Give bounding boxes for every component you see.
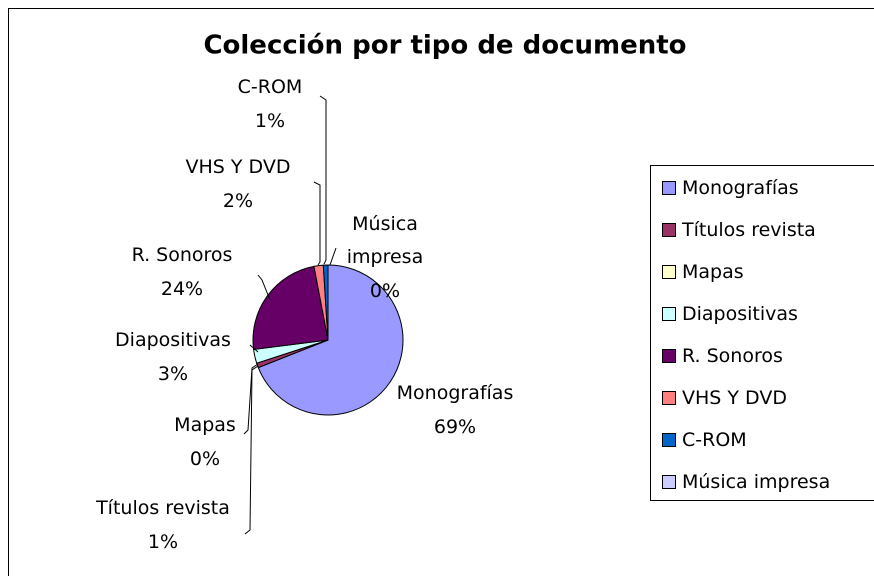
data-label: Títulos revista 1% <box>63 491 263 559</box>
legend-swatch <box>662 433 676 447</box>
leader-line <box>257 274 271 301</box>
data-label: Música impresa 0% <box>335 208 435 308</box>
legend-box <box>650 165 874 501</box>
data-label: VHS Y DVD 2% <box>163 150 313 218</box>
data-label-name: Monografías <box>396 382 514 404</box>
data-label: R. Sonoros 24% <box>107 238 257 306</box>
legend-label: C-ROM <box>682 429 747 451</box>
legend-label: Títulos revista <box>682 219 816 241</box>
data-label-value: 1% <box>254 110 286 132</box>
data-label-value: 3% <box>157 363 189 385</box>
legend-label: VHS Y DVD <box>682 387 787 409</box>
chart-title: Colección por tipo de documento <box>203 31 686 61</box>
legend-label: Monografías <box>682 177 799 199</box>
legend-swatch <box>662 181 676 195</box>
leader-line <box>243 363 259 435</box>
legend-swatch <box>662 307 676 321</box>
data-label-value: 69% <box>433 416 477 438</box>
legend-label: Música impresa <box>682 471 831 493</box>
data-label-name: C-ROM <box>237 76 303 98</box>
data-label-value: 2% <box>222 190 254 212</box>
legend-swatch <box>662 223 676 237</box>
leader-line <box>319 95 327 265</box>
data-label-value: 0% <box>189 448 221 470</box>
data-label-name: Títulos revista <box>96 497 230 519</box>
data-label-name: Música impresa <box>346 213 424 268</box>
data-label: Diapositivas 3% <box>88 323 258 391</box>
legend-label: Diapositivas <box>682 303 798 325</box>
legend-label: R. Sonoros <box>682 345 783 367</box>
data-label-value: 24% <box>160 278 204 300</box>
data-label-name: Diapositivas <box>115 329 231 351</box>
data-label-name: R. Sonoros <box>131 244 233 266</box>
legend-swatch <box>662 349 676 363</box>
leader-line <box>249 344 259 353</box>
legend-swatch <box>662 391 676 405</box>
pie-slice <box>252 265 329 350</box>
data-label-value: 1% <box>147 531 179 553</box>
pie-slice <box>257 264 404 416</box>
data-label: Monografías 69% <box>380 376 530 444</box>
legend-label: Mapas <box>682 261 744 283</box>
data-label: Mapas 0% <box>155 408 255 476</box>
data-label-name: VHS Y DVD <box>185 156 291 178</box>
leader-line <box>244 365 259 535</box>
legend-swatch <box>662 475 676 489</box>
data-label-name: Mapas <box>174 414 236 436</box>
leader-line <box>329 247 337 266</box>
data-label: C-ROM 1% <box>210 70 330 138</box>
data-label-value: 0% <box>369 280 401 302</box>
leader-line <box>313 181 321 266</box>
legend-swatch <box>662 265 676 279</box>
